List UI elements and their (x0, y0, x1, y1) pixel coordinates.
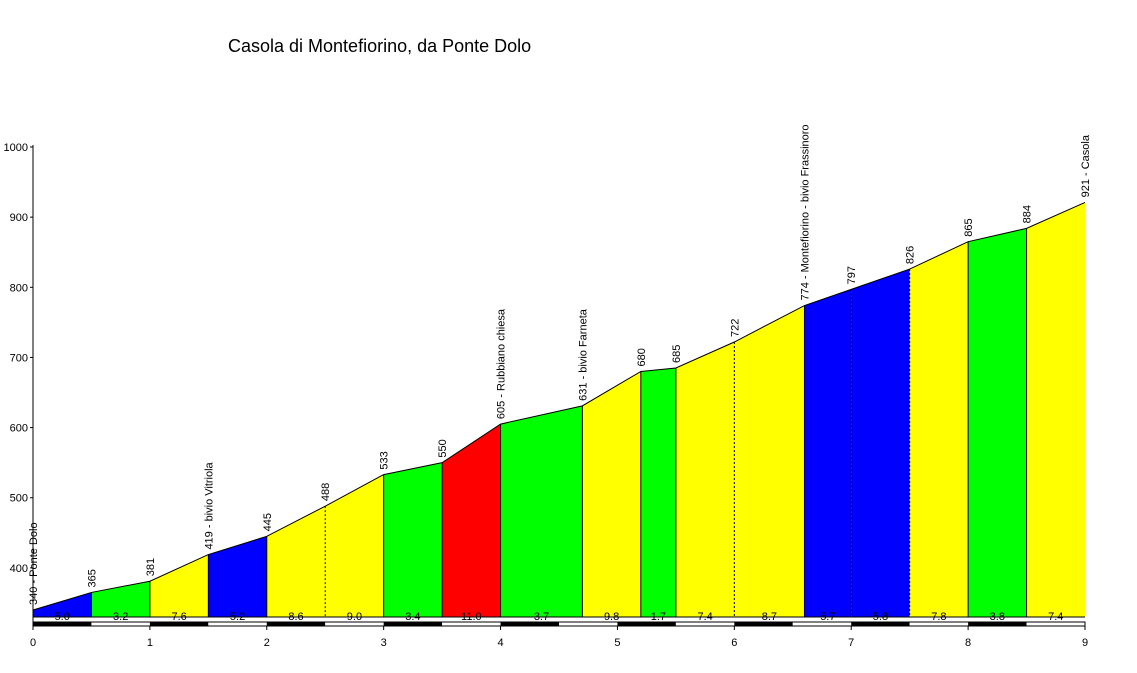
gradient-label-15: 7.8 (931, 611, 946, 623)
elevation-label-14: 797 (846, 266, 858, 284)
km-bar-block-16 (968, 622, 1027, 626)
profile-segment-1 (91, 581, 150, 617)
gradient-labels: 5.0 3.2 7.6 5.2 8.6 9.0 3.4 11.0 3.7 9.8 1.7 7.4 8.7… (55, 611, 1064, 623)
km-bar-block-9 (559, 622, 618, 626)
profile-segment-10 (640, 367, 676, 617)
km-bar-block-5 (325, 622, 384, 626)
gradient-label-7: 11.0 (461, 611, 482, 623)
x-tick-label-6: 6 (731, 637, 737, 649)
km-scale-bar: 0 1 2 3 4 5 6 7 8 9 (30, 616, 1088, 649)
gradient-label-0: 5.0 (55, 611, 70, 623)
gradient-label-4: 8.6 (288, 611, 303, 623)
km-bar-block-12 (734, 622, 793, 626)
elevation-label-2: 381 (145, 558, 157, 576)
gradient-label-16: 3.8 (990, 611, 1005, 623)
elevation-label-6: 533 (379, 451, 391, 469)
elevation-label-12: 722 (729, 319, 741, 337)
gradient-label-13: 5.7 (820, 611, 835, 623)
km-bar-block-7 (442, 622, 501, 626)
profile-segment-5 (325, 474, 384, 617)
km-bar-block-17 (1026, 622, 1085, 626)
elevation-label-4: 445 (262, 513, 274, 531)
elevation-label-13: 774 - Montefiorino - bivio Frassinoro (799, 124, 811, 300)
km-bar-block-1 (91, 622, 150, 626)
profile-segment-4 (266, 506, 326, 617)
elevation-labels: 340 - Ponte Dolo 365 381 419 - bivio Vitrio… (28, 124, 1092, 605)
y-tick-label-0: 400 (10, 563, 28, 575)
x-tick-label-9: 9 (1082, 637, 1088, 649)
elevation-label-16: 865 (963, 218, 975, 236)
gradient-label-14: 5.8 (873, 611, 888, 623)
elevation-label-7: 550 (437, 439, 449, 457)
axes: 400 500 600 700 800 900 1000 (4, 142, 34, 624)
elevation-label-8: 605 - Rubbiano chiesa (496, 308, 508, 419)
gradient-label-2: 7.6 (171, 611, 186, 623)
profile-segment-12 (734, 305, 805, 617)
gradient-label-8: 3.7 (534, 611, 549, 623)
elevation-label-1: 365 (86, 569, 98, 587)
x-tick-label-0: 0 (30, 637, 36, 649)
km-bar-block-6 (383, 622, 443, 626)
elevation-label-17: 884 (1022, 205, 1034, 223)
gradient-label-12: 8.7 (762, 611, 777, 623)
elevation-label-11: 685 (671, 345, 683, 363)
y-tick-label-4: 800 (10, 282, 28, 294)
segment-dividers (90, 228, 1028, 617)
gradient-label-9: 9.8 (604, 611, 619, 623)
profile-segment-2 (149, 554, 209, 617)
gradient-label-17: 7.4 (1048, 611, 1063, 623)
km-bar-outline (32, 621, 1086, 627)
profile-segment-11 (675, 342, 735, 617)
km-bar-block-2 (149, 622, 209, 626)
gradient-label-10: 1.7 (651, 611, 666, 623)
km-bar-block-4 (266, 622, 326, 626)
elevation-label-18: 921 - Casola (1080, 134, 1092, 197)
profile-segment-15 (909, 241, 969, 617)
km-bar-block-13 (792, 622, 852, 626)
profile-segment-14 (851, 269, 910, 617)
y-tick-label-5: 900 (10, 212, 28, 224)
km-bar-block-0 (33, 622, 92, 626)
km-bar-block-8 (500, 622, 559, 626)
y-tick-label-3: 700 (10, 352, 28, 364)
km-bar-block-10 (617, 622, 676, 626)
gradient-label-1: 3.2 (113, 611, 128, 623)
profile-segment-9 (582, 371, 641, 617)
profile-segment-7 (442, 424, 501, 617)
y-tick-label-6: 1000 (4, 142, 28, 154)
profile-segment-6 (383, 462, 443, 617)
profile-segment-16 (968, 228, 1027, 617)
gradient-label-6: 3.4 (405, 611, 420, 623)
x-tick-label-4: 4 (497, 637, 503, 649)
km-bar-block-15 (909, 622, 969, 626)
chart-title: Casola di Montefiorino, da Ponte Dolo (228, 36, 531, 56)
gradient-label-5: 9.0 (347, 611, 362, 623)
gradient-label-11: 7.4 (697, 611, 712, 623)
x-tick-label-1: 1 (147, 637, 153, 649)
x-tick-label-8: 8 (965, 637, 971, 649)
profile-segment-0 (33, 592, 92, 617)
elevation-label-9: 631 - bivio Farneta (577, 308, 589, 401)
elevation-label-10: 680 (636, 348, 648, 366)
x-tick-label-7: 7 (848, 637, 854, 649)
profile-segments (32, 201, 1086, 617)
profile-segment-8 (500, 405, 583, 617)
y-tick-label-2: 600 (10, 423, 28, 435)
x-tick-label-2: 2 (264, 637, 270, 649)
gradient-label-3: 5.2 (230, 611, 245, 623)
x-tick-label-3: 3 (381, 637, 387, 649)
y-tick-label-1: 500 (10, 493, 28, 505)
profile-segment-3 (208, 536, 267, 617)
km-bar-block-3 (208, 622, 267, 626)
profile-segment-17 (1026, 202, 1085, 617)
profile-segment-13 (804, 289, 852, 617)
km-bar-block-14 (851, 622, 910, 626)
km-bar-block-11 (675, 622, 735, 626)
elevation-label-15: 826 (905, 246, 917, 264)
elevation-label-5: 488 (320, 483, 332, 501)
elevation-label-3: 419 - bivio Vitriola (203, 461, 215, 549)
x-tick-label-5: 5 (614, 637, 620, 649)
elevation-label-0: 340 - Ponte Dolo (28, 522, 40, 605)
